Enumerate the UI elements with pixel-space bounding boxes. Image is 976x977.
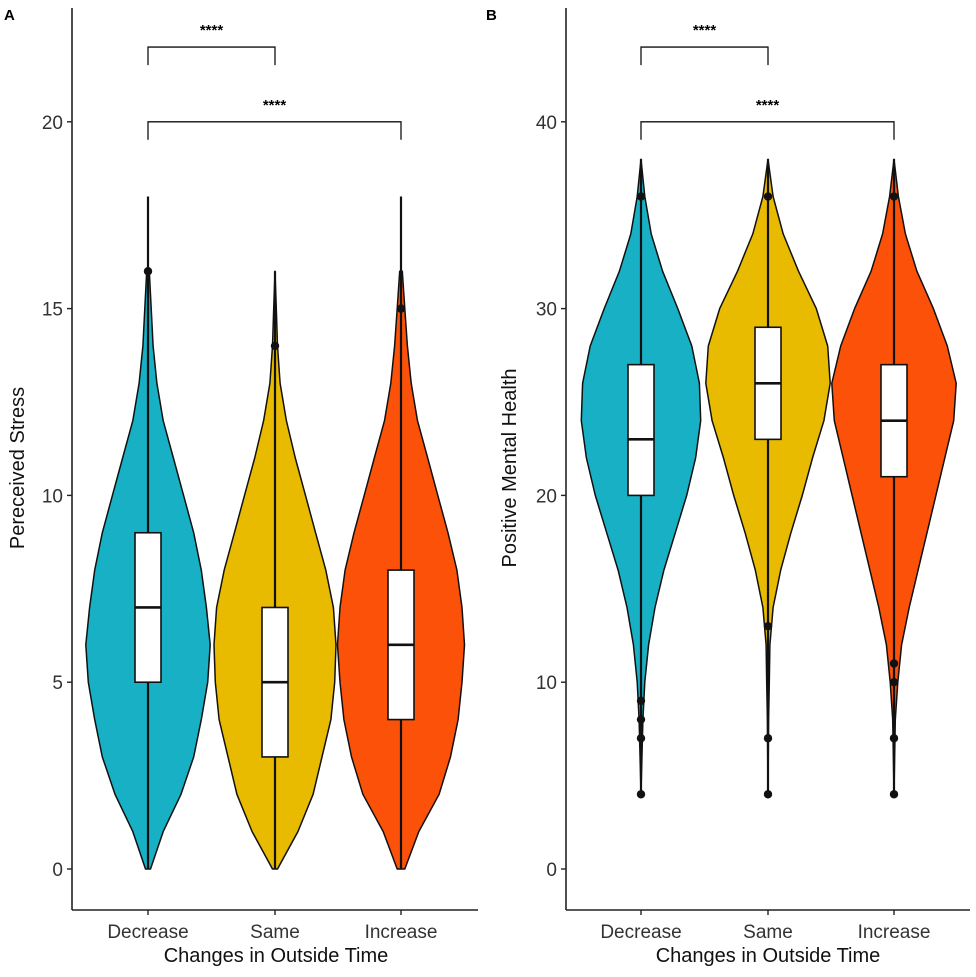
panel-a-significance-bracket bbox=[147, 121, 402, 140]
panel-b-box-decrease-outlier-point bbox=[636, 734, 646, 743]
panel-b-box-same-outlier-point bbox=[763, 790, 773, 799]
panel-a-x-tick-label: Decrease bbox=[107, 922, 188, 943]
panel-b-box-same-outlier-point bbox=[763, 192, 773, 201]
panel-b-box-same-outlier-point bbox=[763, 621, 773, 631]
panel-b-x-tick-label: Same bbox=[743, 922, 793, 943]
panel-a-box-decrease-outlier-point bbox=[143, 267, 153, 276]
panel-b-box-increase-outlier-point bbox=[889, 790, 899, 799]
panel-a-x-axis-title: Changes in Outside Time bbox=[164, 945, 389, 967]
panel-a: A 0 5 10 15 20 Decrease Same Increase **** **** C… bbox=[4, 7, 478, 967]
panel-a-plot-area: 0 5 10 15 20 Decrease Same Increase **** **** bbox=[42, 8, 478, 943]
panel-a-letter: A bbox=[4, 7, 15, 24]
panel-b-significance-label: **** bbox=[756, 97, 780, 114]
panel-b-y-tick-label: 20 bbox=[536, 486, 557, 507]
panel-b-y-tick-label: 10 bbox=[536, 673, 557, 694]
panel-b-significance-label: **** bbox=[693, 22, 717, 39]
panel-b-box-decrease-outlier-point bbox=[636, 790, 646, 799]
panel-a-box-same-outlier-point bbox=[270, 341, 280, 351]
panel-a-y-tick-label: 15 bbox=[42, 300, 63, 321]
panel-b-significance-bracket bbox=[640, 121, 895, 140]
panel-b-box-increase-outlier-point bbox=[889, 659, 899, 668]
panel-b-box-decrease-outlier-point bbox=[636, 192, 646, 201]
panel-a-y-tick-label: 0 bbox=[52, 860, 63, 881]
panel-a-x-tick-label: Same bbox=[250, 922, 300, 943]
panel-b-box-decrease-outlier-point bbox=[636, 715, 646, 724]
panel-a-significance-label: **** bbox=[263, 97, 287, 114]
panel-a-significance-label: **** bbox=[200, 22, 224, 39]
panel-a-y-axis-title: Pereceived Stress bbox=[7, 387, 29, 549]
panel-b-plot-area: 0 10 20 30 40 Decrease Same Increase **** **** bbox=[536, 8, 970, 943]
panel-a-y-tick-label: 20 bbox=[42, 113, 63, 134]
panel-b-y-tick-label: 0 bbox=[546, 860, 557, 881]
panel-b-box-same-outlier-point bbox=[763, 734, 773, 743]
panel-b-box-decrease-outlier-point bbox=[636, 696, 646, 706]
panel-b-box-decrease-iqr bbox=[627, 363, 655, 497]
panel-b-x-axis-title: Changes in Outside Time bbox=[656, 945, 881, 967]
panel-b-box-increase-outlier-point bbox=[889, 192, 899, 201]
panel-b-box-increase-outlier-point bbox=[889, 678, 899, 687]
panel-b-box-increase-outlier-point bbox=[889, 734, 899, 743]
panel-a-x-tick-label: Increase bbox=[365, 922, 438, 943]
panel-b-y-tick-label: 40 bbox=[536, 113, 557, 134]
panel-b-y-tick-label: 30 bbox=[536, 300, 557, 321]
panel-a-significance-bracket bbox=[147, 46, 276, 66]
panel-b-letter: B bbox=[486, 7, 497, 24]
panel-b-x-tick-label: Decrease bbox=[600, 922, 681, 943]
panel-a-y-tick-label: 5 bbox=[52, 673, 63, 694]
panel-b-significance-bracket bbox=[640, 46, 769, 66]
panel-b-x-tick-label: Increase bbox=[858, 922, 931, 943]
panel-b-y-axis-title: Positive Mental Health bbox=[499, 369, 521, 568]
panel-a-y-tick-label: 10 bbox=[42, 486, 63, 507]
panel-a-box-increase-outlier-point bbox=[396, 304, 406, 313]
